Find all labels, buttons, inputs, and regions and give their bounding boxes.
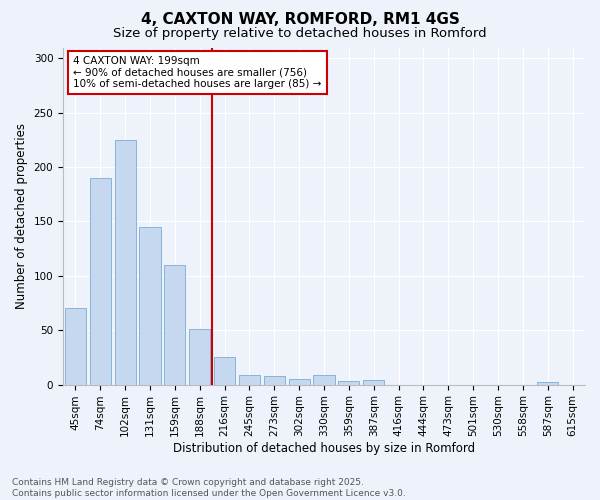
Bar [363,380,384,384]
Y-axis label: Number of detached properties: Number of detached properties [15,123,28,309]
Text: Size of property relative to detached houses in Romford: Size of property relative to detached ho… [113,28,487,40]
Bar [214,358,235,384]
Bar [189,329,210,384]
Bar [164,265,185,384]
X-axis label: Distribution of detached houses by size in Romford: Distribution of detached houses by size … [173,442,475,455]
Bar [139,227,161,384]
Bar [90,178,111,384]
Bar [313,375,335,384]
Text: 4 CAXTON WAY: 199sqm
← 90% of detached houses are smaller (756)
10% of semi-deta: 4 CAXTON WAY: 199sqm ← 90% of detached h… [73,56,322,89]
Bar [65,308,86,384]
Bar [264,376,285,384]
Bar [115,140,136,384]
Bar [537,382,558,384]
Bar [239,375,260,384]
Bar [289,379,310,384]
Text: 4, CAXTON WAY, ROMFORD, RM1 4GS: 4, CAXTON WAY, ROMFORD, RM1 4GS [140,12,460,28]
Text: Contains HM Land Registry data © Crown copyright and database right 2025.
Contai: Contains HM Land Registry data © Crown c… [12,478,406,498]
Bar [338,382,359,384]
